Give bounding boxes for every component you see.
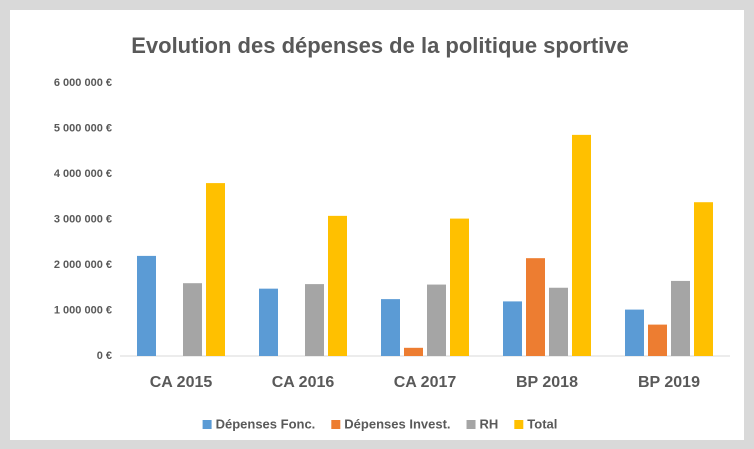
legend-swatch <box>514 420 524 429</box>
bar <box>625 309 644 356</box>
chart-area <box>10 10 744 440</box>
bar <box>183 283 202 356</box>
bar <box>526 258 545 356</box>
x-tick-label: BP 2019 <box>638 374 700 391</box>
bar <box>328 215 347 356</box>
bar <box>381 299 400 356</box>
x-tick-label: CA 2017 <box>394 374 457 391</box>
x-tick-label: CA 2016 <box>272 374 335 391</box>
y-tick-label: 1 000 000 € <box>54 304 112 316</box>
bar <box>503 301 522 356</box>
legend-swatch <box>331 420 341 429</box>
y-tick-label: 0 € <box>97 350 112 362</box>
bar <box>404 347 423 356</box>
y-tick-label: 5 000 000 € <box>54 122 112 134</box>
x-tick-label: BP 2018 <box>516 374 578 391</box>
legend-label: Dépenses Fonc. <box>216 416 316 431</box>
bar <box>305 284 324 356</box>
y-tick-label: 2 000 000 € <box>54 259 112 271</box>
x-tick-label: CA 2015 <box>150 374 213 391</box>
legend-label: RH <box>480 416 499 431</box>
bar <box>259 288 278 356</box>
legend-label: Total <box>527 416 557 431</box>
legend-label: Dépenses Invest. <box>344 416 450 431</box>
legend-swatch <box>202 420 212 429</box>
bar <box>694 202 713 356</box>
bar <box>549 287 568 356</box>
bar <box>450 218 469 356</box>
y-tick-label: 6 000 000 € <box>54 77 112 89</box>
bar <box>648 324 667 356</box>
chart-title: Evolution des dépenses de la politique s… <box>131 33 629 58</box>
bar <box>427 284 446 356</box>
bar <box>206 183 225 356</box>
y-tick-label: 3 000 000 € <box>54 213 112 225</box>
legend-swatch <box>466 420 476 429</box>
y-tick-label: 4 000 000 € <box>54 168 112 180</box>
bar <box>671 280 690 356</box>
bar <box>572 134 591 356</box>
bar <box>137 255 156 356</box>
